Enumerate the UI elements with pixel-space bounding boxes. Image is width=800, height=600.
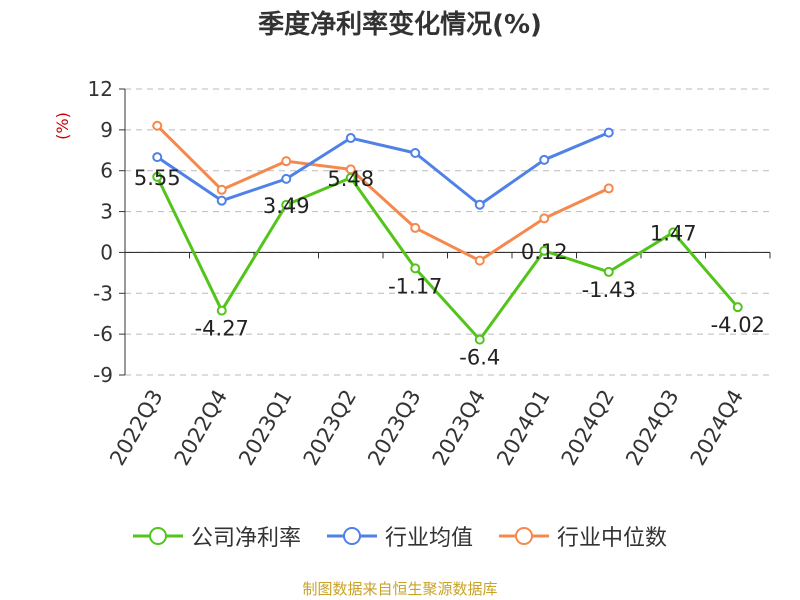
data-point — [539, 154, 550, 165]
data-point — [474, 199, 485, 210]
data-point — [216, 184, 227, 195]
data-label: 0.12 — [521, 240, 568, 264]
data-point — [539, 245, 550, 256]
data-point — [345, 133, 356, 144]
x-tick-label: 2022Q3 — [105, 386, 167, 470]
legend-label: 公司净利率 — [190, 526, 301, 551]
data-label-layer: 5.55 -4.27 3.49 5.48 -1.17 -6.4 0.12 -1.43 1.47 -… — [134, 166, 765, 370]
data-point — [281, 173, 292, 184]
data-label: 3.49 — [263, 194, 310, 218]
data-point — [603, 127, 614, 138]
legend-item[interactable]: 行业中位数 — [499, 520, 667, 552]
chart-title: 季度净利率变化情况(%) — [258, 10, 542, 40]
data-point — [345, 172, 356, 183]
series-line — [155, 176, 739, 342]
legend-symbol — [499, 527, 549, 545]
data-point — [603, 266, 614, 277]
data-label: 1.47 — [650, 221, 697, 245]
x-tick-label: 2023Q2 — [299, 386, 361, 470]
data-point — [216, 195, 227, 206]
y-tick-label: 3 — [100, 200, 113, 224]
data-point — [152, 171, 163, 182]
series-line — [156, 124, 610, 263]
y-axis-label: (%) — [53, 112, 72, 140]
data-point — [281, 156, 292, 167]
y-tick-label: 0 — [100, 240, 113, 264]
data-label: -4.27 — [195, 317, 249, 341]
x-tick-label: 2022Q4 — [170, 386, 232, 470]
data-label: 5.48 — [327, 167, 374, 191]
data-point — [668, 227, 679, 238]
y-tick-label: -3 — [93, 281, 113, 305]
data-point — [152, 152, 163, 163]
x-tick-label: 2024Q4 — [686, 386, 748, 470]
data-point — [603, 183, 614, 194]
legend-symbol — [326, 527, 377, 545]
data-point — [474, 334, 485, 345]
legend-label: 行业中位数 — [557, 526, 668, 551]
y-tick-label: 12 — [88, 77, 113, 101]
data-point — [281, 199, 292, 210]
legend-label: 行业均值 — [384, 526, 473, 551]
y-tick-label: -6 — [93, 322, 113, 346]
x-tick-label: 2023Q4 — [428, 386, 490, 470]
y-tick-label: -9 — [93, 363, 113, 387]
series-layer — [152, 120, 743, 345]
y-tick-label: 9 — [100, 118, 113, 142]
source-note: 制图数据来自恒生聚源数据库 — [302, 580, 498, 598]
data-label: -4.02 — [711, 313, 765, 337]
data-point — [216, 305, 227, 316]
data-point — [539, 213, 550, 224]
legend: 公司净利率 行业均值 行业中位数 — [0, 520, 800, 552]
data-point — [410, 148, 421, 159]
legend-item[interactable]: 公司净利率 — [132, 520, 301, 552]
data-label: -1.43 — [582, 278, 636, 302]
data-point — [152, 120, 163, 131]
series-line — [156, 131, 610, 207]
legend-symbol — [132, 527, 183, 545]
x-tick-label: 2023Q1 — [234, 386, 296, 470]
legend-item[interactable]: 行业均值 — [326, 520, 473, 552]
data-label: -1.17 — [388, 274, 442, 298]
data-point — [410, 222, 421, 233]
x-tick-label: 2024Q1 — [492, 386, 554, 470]
data-label: -6.4 — [459, 346, 500, 370]
data-point — [732, 302, 743, 313]
data-label: 5.55 — [134, 166, 181, 190]
data-point — [474, 255, 485, 266]
y-tick-label: 6 — [100, 159, 113, 183]
x-tick-label: 2024Q2 — [557, 386, 619, 470]
x-tick-label: 2023Q3 — [363, 386, 425, 470]
x-tick-label: 2024Q3 — [621, 386, 683, 470]
data-point — [410, 263, 421, 274]
